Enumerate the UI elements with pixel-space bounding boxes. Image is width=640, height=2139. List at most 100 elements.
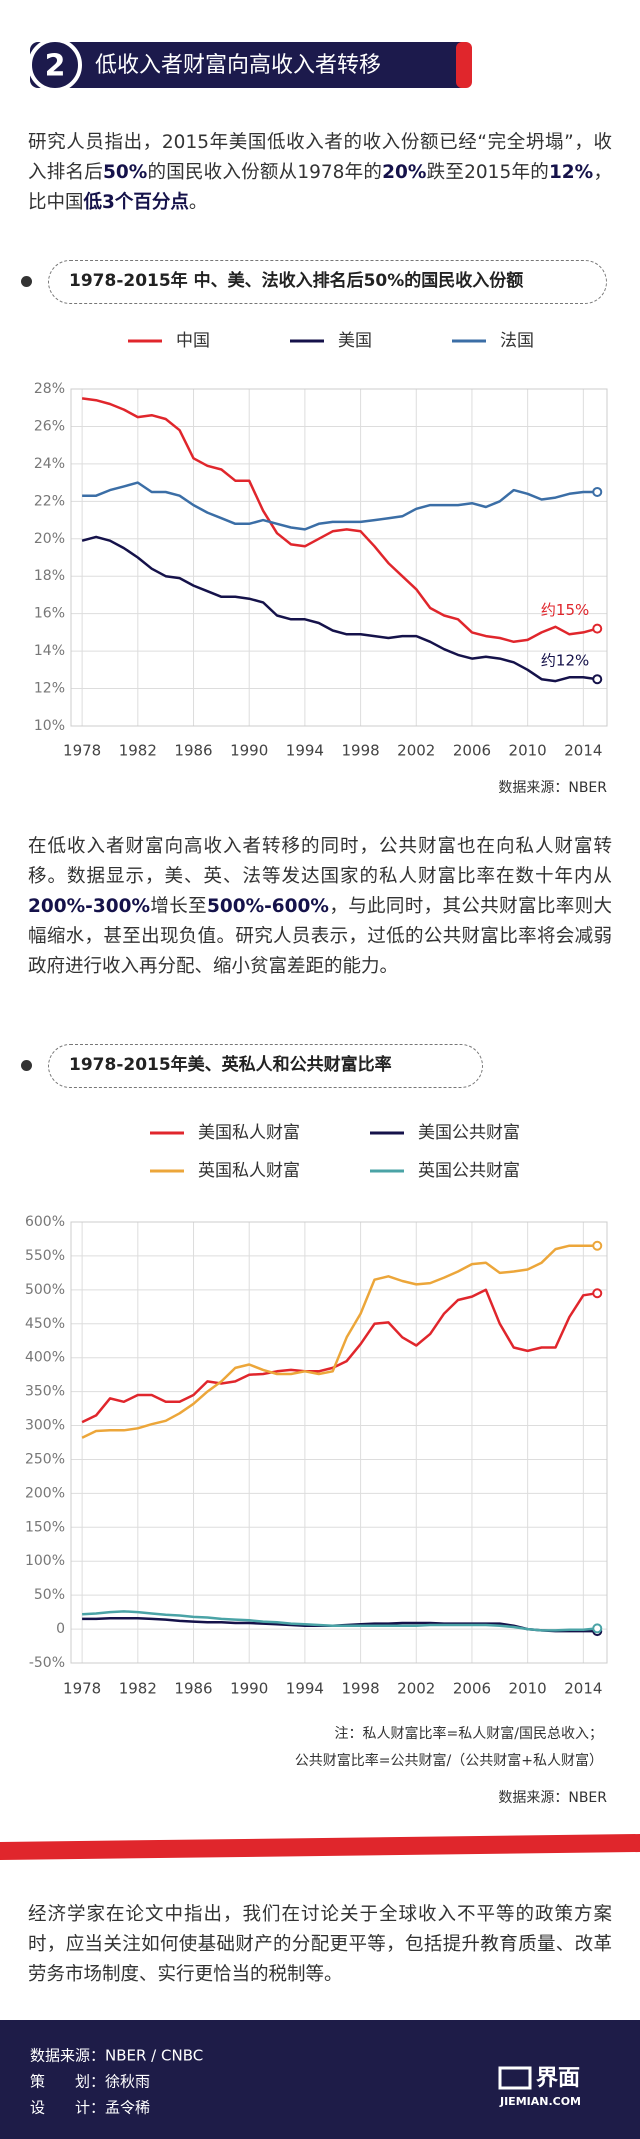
y-tick-label: 200% [25, 1485, 65, 1501]
y-tick-label: 500% [25, 1282, 65, 1298]
legend-label: 美国私人财富 [198, 1123, 300, 1143]
x-tick-label: 1990 [230, 742, 268, 760]
y-tick-label: 0 [56, 1621, 65, 1637]
footer-line: 策 划：徐秋雨 [30, 2073, 150, 2091]
source: 数据来源：NBER [498, 1790, 607, 1806]
text-run: 经济学家在论文中指出，我们在讨论关于全球收入不平等的政策方案时，应当关注如何使基… [28, 1904, 612, 1985]
text-run: 跌至2015年的 [426, 162, 549, 183]
logo-icon [498, 2066, 532, 2090]
text-run: 500%-600% [206, 896, 329, 917]
text-run: 50% [102, 162, 148, 183]
annotation: 约15% [541, 601, 589, 619]
y-tick-label: 300% [25, 1418, 65, 1434]
y-tick-label: 450% [25, 1316, 65, 1332]
y-tick-label: 10% [34, 718, 65, 734]
line [81, 535, 598, 683]
y-tick-label: -50% [29, 1655, 65, 1671]
text-run: 12% [548, 162, 594, 183]
x-tick-label: 2006 [453, 742, 491, 760]
end-marker [592, 1240, 603, 1251]
end-marker [592, 623, 603, 634]
footer: 数据来源：NBER / CNBC 策 划：徐秋雨 设 计：孟令稀 界面 JIEM… [0, 2020, 640, 2139]
line [82, 1610, 598, 1632]
x-tick-label: 1986 [174, 742, 212, 760]
y-tick-label: 250% [25, 1451, 65, 1467]
header-bar [30, 42, 470, 88]
text-run: 研究人员指出，2015年美国低收入者的收入份额已经“完全坍塌”，收入排名后 [28, 132, 612, 183]
plot-frame [70, 1221, 608, 1664]
text-run: ，比中国 [28, 162, 612, 213]
text-run: 在低收入者财富向高收入者转移的同时，公共财富也在向私人财富转移。数据显示，美、英… [28, 836, 612, 887]
y-tick-label: 28% [34, 381, 65, 397]
x-tick-label: 1994 [286, 742, 324, 760]
header-title: 低收入者财富向高收入者转移 [95, 53, 381, 78]
legend-label: 美国 [338, 331, 372, 351]
y-tick-label: 150% [25, 1519, 65, 1535]
chart-title: 1978-2015年 中、美、法收入排名后50%的国民收入份额 [21, 260, 607, 304]
x-tick-label: 1994 [286, 1680, 324, 1698]
line [81, 1288, 598, 1424]
end-marker [592, 486, 603, 497]
annotation: 约12% [541, 652, 589, 670]
x-tick-label: 2014 [564, 1680, 602, 1698]
x-tick-label: 1998 [341, 742, 379, 760]
chart: 中国 美国 法国 10% 12% 14% 16% 18% 20% 22% 24% 26% 28% 1978… [34, 331, 608, 796]
x-tick-label: 1990 [230, 1680, 268, 1698]
note: 公共财富比率=公共财富/（公共财富+私人财富） [295, 1752, 603, 1769]
x-tick-label: 2002 [397, 742, 435, 760]
header-circle [28, 38, 82, 92]
text-run: 的国民收入份额从1978年的 [147, 162, 383, 183]
legend-label: 英国公共财富 [418, 1161, 520, 1181]
line [81, 397, 598, 644]
x-tick-label: 1978 [63, 742, 101, 760]
legend-label: 美国公共财富 [418, 1123, 520, 1143]
y-tick-label: 550% [25, 1248, 65, 1264]
end-marker [592, 1623, 603, 1634]
legend-label: 中国 [176, 331, 210, 351]
text-run: ，与此同时，其公共财富比率则大幅缩水，甚至出现负值。研究人员表示，过低的公共财富… [28, 896, 612, 977]
end-marker [592, 1288, 603, 1299]
x-tick-label: 2006 [453, 1680, 491, 1698]
source: 数据来源：NBER [498, 780, 607, 796]
x-tick-label: 2010 [509, 1680, 547, 1698]
text-run: 20% [382, 162, 427, 183]
y-tick-label: 400% [25, 1350, 65, 1366]
logo-sub: JIEMIAN.COM [499, 2095, 581, 2108]
y-tick-label: 600% [25, 1214, 65, 1230]
paragraph: 在低收入者财富向高收入者转移的同时，公共财富也在向私人财富转移。数据显示，美、英… [28, 832, 612, 982]
legend-label: 法国 [500, 331, 534, 351]
y-tick-label: 24% [34, 456, 65, 472]
text-run: 增长至 [149, 896, 207, 917]
x-tick-label: 1982 [119, 742, 157, 760]
paragraph: 研究人员指出，2015年美国低收入者的收入份额已经“完全坍塌”，收入排名后50%… [28, 128, 612, 218]
x-tick-label: 1978 [63, 1680, 101, 1698]
chart-title: 1978-2015年美、英私人和公共财富比率 [21, 1044, 483, 1088]
plot-frame [70, 388, 608, 727]
header-accent [456, 42, 472, 88]
y-tick-label: 12% [34, 681, 65, 697]
line [81, 1244, 598, 1439]
logo: 界面 [536, 2066, 580, 2091]
paragraph: 经济学家在论文中指出，我们在讨论关于全球收入不平等的政策方案时，应当关注如何使基… [28, 1900, 612, 1990]
x-tick-label: 1986 [174, 1680, 212, 1698]
legend-label: 英国私人财富 [198, 1161, 300, 1181]
line [82, 481, 598, 531]
divider [0, 1834, 640, 1870]
y-tick-label: 100% [25, 1553, 65, 1569]
text-run: 低3个百分点 [83, 192, 189, 213]
y-tick-label: 14% [34, 643, 65, 659]
footer-bg [0, 2020, 640, 2139]
y-tick-label: 20% [34, 531, 65, 547]
x-tick-label: 2002 [397, 1680, 435, 1698]
y-tick-label: 18% [34, 568, 65, 584]
x-tick-label: 1982 [119, 1680, 157, 1698]
header-number: 2 [45, 49, 66, 84]
x-tick-label: 2010 [509, 742, 547, 760]
header: 2 低收入者财富向高收入者转移 [28, 38, 472, 92]
y-tick-label: 26% [34, 418, 65, 434]
note: 注：私人财富比率=私人财富/国民总收入； [335, 1725, 603, 1742]
text-run: 。 [188, 192, 208, 213]
divider-cut [0, 1852, 640, 1870]
